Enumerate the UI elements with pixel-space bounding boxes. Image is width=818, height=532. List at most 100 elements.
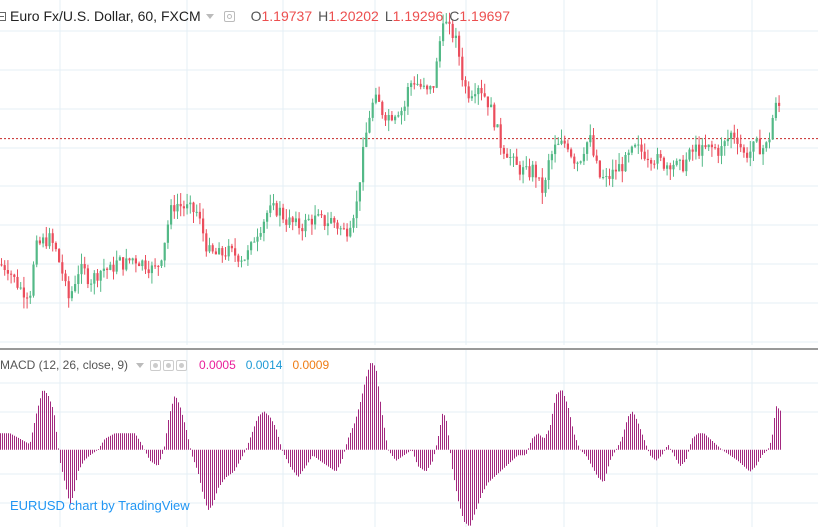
candle-body: [80, 264, 83, 275]
candle-body: [285, 219, 288, 225]
symbol-title[interactable]: Euro Fx/U.S. Dollar, 60, FXCM: [10, 8, 201, 24]
candle-body: [733, 132, 736, 138]
candle-body: [410, 83, 413, 88]
candle-body: [198, 211, 201, 219]
candle-body: [96, 273, 99, 281]
candle-body: [61, 262, 64, 274]
candle-body: [566, 143, 569, 150]
watermark-text[interactable]: EURUSD chart by TradingView: [10, 498, 190, 513]
candle: [515, 148, 518, 166]
candle: [227, 239, 230, 261]
candle: [179, 193, 182, 217]
visibility-icon[interactable]: [223, 10, 235, 22]
candle: [48, 227, 51, 249]
candle-body: [163, 242, 166, 261]
candle: [262, 219, 265, 242]
candle: [80, 253, 83, 284]
candle: [240, 256, 243, 268]
candle-body: [678, 159, 681, 161]
candle-body: [29, 295, 32, 298]
candle-body: [611, 169, 614, 179]
candle: [518, 161, 521, 181]
candle: [214, 247, 217, 255]
close-icon[interactable]: [176, 359, 188, 371]
candle: [387, 109, 390, 132]
candle: [138, 261, 141, 267]
candle: [198, 203, 201, 225]
candle: [550, 150, 553, 170]
candle: [186, 193, 189, 215]
candle: [176, 193, 179, 220]
candle-body: [464, 80, 467, 87]
candle-body: [35, 240, 38, 265]
ohlc-low-key: L: [384, 8, 393, 24]
menu-icon[interactable]: [0, 11, 6, 21]
candle: [54, 241, 57, 252]
candle: [710, 140, 713, 157]
candle-body: [518, 164, 521, 175]
candle-body: [262, 221, 265, 234]
chevron-down-icon[interactable]: [136, 362, 145, 368]
candle: [614, 159, 617, 180]
candle: [698, 136, 701, 159]
candle: [755, 136, 758, 143]
candle-body: [358, 182, 361, 202]
candle-body: [755, 138, 758, 142]
candle: [29, 290, 32, 304]
candle: [294, 211, 297, 226]
macd-title[interactable]: MACD (12, 26, close, 9): [0, 358, 129, 372]
settings-icon[interactable]: [163, 359, 175, 371]
candle: [627, 149, 630, 163]
candle-body: [173, 205, 176, 212]
candle: [333, 216, 336, 229]
chevron-down-icon[interactable]: [205, 13, 214, 19]
candle-body: [397, 115, 400, 117]
candle-body: [486, 96, 489, 108]
candle-body: [317, 214, 320, 216]
candle-body: [278, 207, 281, 216]
candle: [256, 228, 259, 252]
candle-body: [125, 258, 128, 270]
candle-body: [13, 274, 16, 277]
candle-body: [202, 218, 205, 234]
candle: [611, 159, 614, 188]
candle: [58, 248, 61, 263]
candle: [320, 210, 323, 219]
candle: [128, 257, 131, 264]
candle: [429, 85, 432, 94]
candle-body: [160, 260, 163, 266]
candle: [685, 152, 688, 177]
candle: [6, 260, 9, 281]
candle-body: [659, 154, 662, 158]
candle: [714, 143, 717, 150]
candle-body: [778, 102, 781, 106]
candle: [544, 177, 547, 197]
candle-body: [762, 148, 765, 155]
signal-value: 0.0014: [245, 358, 283, 372]
candle: [10, 270, 13, 284]
candle: [35, 235, 38, 268]
candle: [608, 168, 611, 186]
candle-body: [64, 273, 67, 282]
candle: [166, 220, 169, 249]
candle: [250, 240, 253, 255]
candle: [573, 153, 576, 170]
candle: [93, 270, 96, 295]
candle-body: [243, 259, 246, 261]
candle: [288, 209, 291, 229]
candle: [163, 242, 166, 268]
candle-body: [218, 248, 221, 255]
candle-body: [630, 146, 633, 153]
candle-body: [470, 96, 473, 99]
visibility-icon[interactable]: [150, 359, 162, 371]
candle: [560, 129, 563, 146]
ohlc-close-key: C: [449, 8, 460, 24]
candle: [83, 256, 86, 275]
candle-body: [134, 258, 137, 264]
candle-body: [234, 248, 237, 256]
candle-body: [602, 177, 605, 179]
candle: [157, 265, 160, 276]
candle: [154, 258, 157, 269]
